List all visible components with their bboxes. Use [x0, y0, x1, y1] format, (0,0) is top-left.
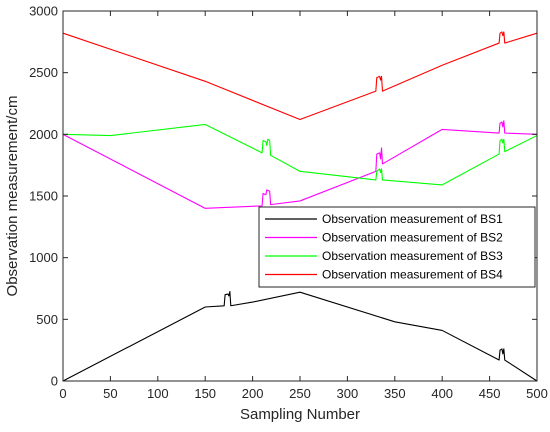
x-tick-label: 500 — [526, 386, 548, 401]
x-tick-label: 250 — [289, 386, 311, 401]
x-tick-label: 450 — [479, 386, 501, 401]
x-tick-label: 50 — [103, 386, 117, 401]
legend-label: Observation measurement of BS3 — [322, 249, 503, 263]
x-tick-label: 400 — [431, 386, 453, 401]
series-layer — [62, 31, 538, 382]
x-tick-label: 150 — [194, 386, 216, 401]
legend: Observation measurement of BS1 Observatio… — [258, 206, 536, 288]
legend-box — [258, 206, 536, 288]
y-tick-label: 500 — [36, 312, 58, 327]
series-line-bs3 — [62, 123, 538, 186]
series-line-bs1 — [62, 291, 538, 382]
y-tick-label: 0 — [51, 374, 58, 389]
y-axis: 0 500 1000 1500 2000 2500 3000 — [29, 4, 537, 389]
y-tick-label: 1000 — [29, 250, 58, 265]
series-line-bs4 — [62, 31, 538, 121]
x-tick-label: 0 — [59, 386, 66, 401]
plot-area — [63, 11, 537, 381]
x-tick-label: 350 — [384, 386, 406, 401]
legend-label: Observation measurement of BS1 — [322, 212, 503, 226]
legend-label: Observation measurement of BS4 — [322, 268, 503, 282]
x-axis-label: Sampling Number — [240, 406, 360, 423]
y-tick-label: 2000 — [29, 127, 58, 142]
x-axis: 0 50 100 150 200 250 300 350 400 450 500 — [59, 11, 548, 401]
y-tick-label: 1500 — [29, 189, 58, 204]
legend-label: Observation measurement of BS2 — [322, 231, 503, 245]
y-tick-label: 2500 — [29, 65, 58, 80]
x-tick-label: 100 — [147, 386, 169, 401]
series-line-bs2 — [62, 120, 538, 209]
x-tick-label: 300 — [337, 386, 359, 401]
y-tick-label: 3000 — [29, 4, 58, 19]
x-tick-label: 200 — [242, 386, 264, 401]
y-axis-label: Observation measurement/cm — [4, 96, 21, 297]
